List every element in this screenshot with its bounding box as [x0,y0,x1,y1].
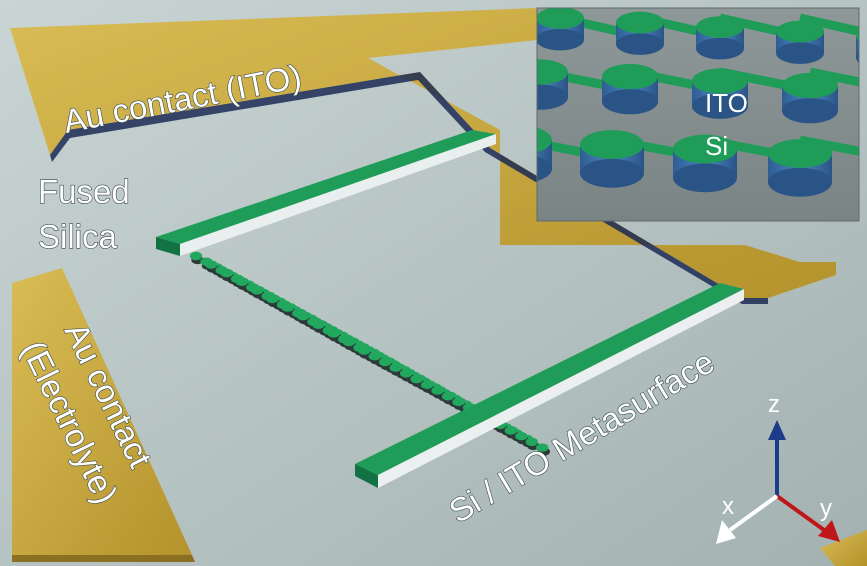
inset-si-pillar-base [602,89,658,115]
metasurface-pillar-array [189,251,550,456]
inset-ito-cap [782,72,838,99]
inset-ito-cap [692,68,748,94]
pillar-ito-cap [358,346,371,355]
ito-bottom-bar [355,283,744,488]
pillar-ito-cap [399,369,413,378]
label-fused-line1: Fused [38,173,130,210]
pillar-ito-cap [525,437,539,447]
inset-ito-cap [602,63,658,90]
pillar-ito-cap [379,357,392,367]
inset-pillars [537,8,859,197]
inset-ito-cap [673,134,737,164]
inset-ito-cap [776,20,824,43]
pillar-ito-cap [266,294,279,304]
inset-ito-cap [537,59,568,85]
pillar-ito-cap [281,303,294,312]
pillar-ito-cap [441,392,455,401]
pillar-ito-cap [296,312,310,321]
pillar-ito-cap [251,286,264,295]
inset-si-pillar-base [776,42,824,64]
axis-label-z: z [768,391,780,418]
inset-si-pillar-base [616,33,664,55]
inset-ito-cap [537,8,584,29]
ito-top-bar [156,130,496,256]
pillar-ito-cap [312,320,325,329]
axis-label-y: y [820,495,832,522]
inset-si-pillar-base [673,163,737,193]
inset-si-pillar-base [692,93,748,119]
inset-label-si: Si [705,131,728,161]
pillar-ito-cap [515,431,528,441]
pillar-ito-cap [431,386,444,395]
inset-si-pillar [856,36,859,58]
coordinate-axes [716,420,840,544]
z-axis-arrowhead [768,420,786,440]
axis-label-x: x [722,493,734,520]
x-axis-arrowhead [716,520,736,544]
pillar-ito-cap [452,397,465,407]
inset-ito-cap [616,11,664,34]
inset-si-pillar-base [580,158,644,188]
inset-si-pillar-base [696,37,744,60]
inset-ito-cap [768,139,832,168]
pillar-ito-cap [389,363,402,372]
inset-border [536,7,860,222]
inset-si-pillar-base [537,156,552,181]
inset-ito-cap [580,130,644,159]
inset-si-pillar-base [856,52,859,63]
pillar-ito-cap [342,337,356,347]
au-contact-electrolyte-edge [12,555,195,562]
au-contact-electrolyte-pad [12,268,192,555]
au-contact-ito-pad [10,8,836,304]
pillar-ito-cap [536,443,549,452]
pillar-ito-cap [410,374,423,384]
pillar-ito-cap [189,251,203,261]
inset-si-pillar-base [537,84,568,110]
label-silica-line2: Silica [38,218,118,255]
inset-ito-cap [856,30,859,42]
pillar-ito-cap [220,269,233,278]
inset-label-ito: ITO [705,88,748,118]
pillar-ito-cap [205,260,218,269]
y-axis-arrowhead [818,520,840,542]
inset-ito-cap [696,16,744,38]
inset-zoom-panel [537,8,859,221]
pillar-ito-cap [368,352,381,361]
inset-si-pillar-base [768,167,832,197]
au-contact-corner [820,530,867,566]
inset-ito-cap [537,127,552,153]
pillar-ito-cap [420,380,434,390]
inset-ito-strip [799,13,859,36]
inset-si-pillar-base [782,98,838,124]
pillar-ito-cap [327,329,340,338]
pillar-ito-cap [235,277,249,286]
inset-si-pillar-base [537,28,584,51]
pillar-ito-cap [504,426,518,435]
